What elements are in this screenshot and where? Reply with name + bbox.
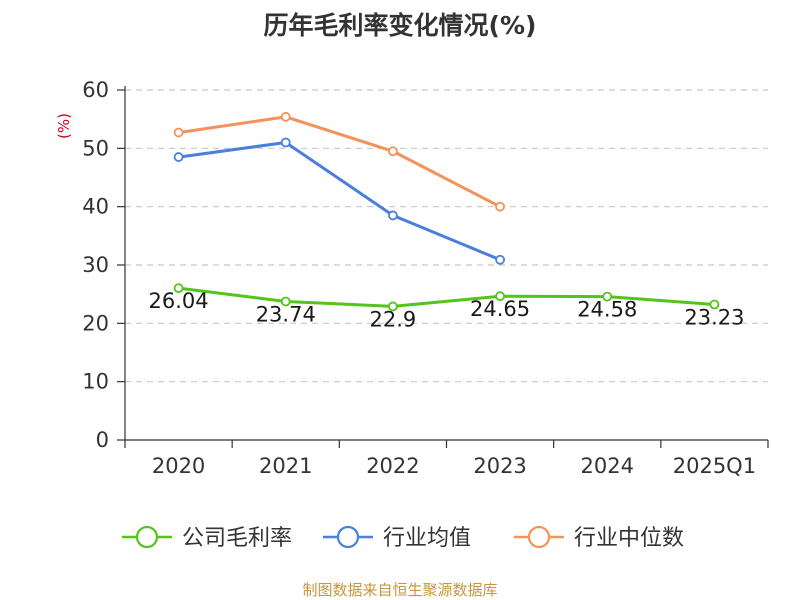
data-point [602, 291, 613, 302]
data-point [280, 296, 291, 307]
legend-marker [336, 525, 360, 549]
legend-marker [527, 525, 551, 549]
legend-item: 行业均值 [323, 525, 471, 551]
data-point [388, 146, 398, 157]
legend: 公司毛利率 行业均值 行业中位数 [122, 525, 684, 551]
legend-label: 行业中位数 [574, 526, 684, 551]
x-tick-label: 2020 [152, 454, 205, 478]
legend-item: 行业中位数 [514, 525, 684, 551]
legend-label: 行业均值 [383, 526, 471, 551]
data-point [388, 210, 398, 221]
y-tick-label: 40 [82, 195, 109, 219]
data-label: 26.04 [149, 289, 209, 313]
y-tick-label: 0 [96, 428, 109, 452]
grid [125, 89, 768, 383]
data-point [173, 283, 184, 294]
y-axis-unit: (%) [55, 113, 73, 139]
data-point [280, 137, 291, 148]
x-tick-label: 2025Q1 [673, 454, 756, 478]
y-tick-label: 20 [82, 311, 109, 335]
legend-item: 公司毛利率 [122, 525, 292, 551]
y-tick-label: 30 [82, 253, 109, 277]
data-point [709, 299, 720, 310]
x-tick-label: 2023 [473, 454, 526, 478]
data-label: 24.65 [470, 297, 530, 321]
data-label: 23.74 [256, 303, 316, 327]
data-point [495, 291, 505, 302]
data-point [495, 254, 505, 265]
data-labels: 26.04 23.74 22.9 24.65 24.58 23.23 [149, 289, 745, 331]
y-tick-label: 50 [82, 136, 109, 160]
axes: 0 10 20 30 40 50 60 (%) 2020 2021 2022 2023 2024 2025… [55, 78, 769, 478]
source-note: 制图数据来自恒生聚源数据库 [302, 581, 498, 599]
data-point [388, 301, 398, 312]
data-point [173, 127, 184, 138]
data-point [280, 111, 291, 122]
series-line-2 [178, 115, 501, 208]
series-line-1 [178, 141, 501, 262]
legend-label: 公司毛利率 [182, 526, 292, 551]
series-line-0 [178, 286, 715, 308]
y-tick-label: 10 [82, 370, 109, 394]
x-tick-label: 2022 [366, 454, 419, 478]
chart-title: 历年毛利率变化情况(%) [263, 11, 537, 40]
y-tick-label: 60 [82, 78, 109, 102]
x-tick-label: 2024 [581, 454, 634, 478]
data-label: 23.23 [684, 305, 744, 329]
data-label: 24.58 [577, 298, 637, 322]
legend-marker [135, 525, 159, 549]
series [173, 111, 720, 312]
data-label: 22.9 [370, 307, 417, 331]
data-point [173, 152, 184, 162]
data-point [495, 201, 505, 212]
x-tick-label: 2021 [259, 454, 312, 478]
